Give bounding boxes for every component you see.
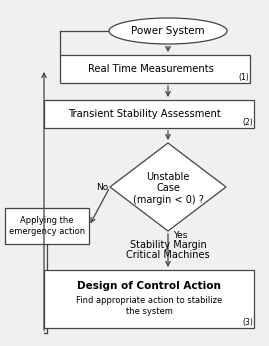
Text: (3): (3) (242, 318, 253, 327)
Text: Power System: Power System (131, 26, 205, 36)
Text: Yes: Yes (173, 230, 187, 239)
FancyBboxPatch shape (44, 270, 254, 328)
Polygon shape (110, 143, 226, 231)
Text: No: No (96, 182, 108, 191)
Text: Find appropriate action to stabilize
the system: Find appropriate action to stabilize the… (76, 296, 222, 316)
Text: Critical Machines: Critical Machines (126, 250, 210, 260)
Ellipse shape (109, 18, 227, 44)
Text: (2): (2) (242, 118, 253, 127)
Text: Stability Margin: Stability Margin (130, 240, 206, 250)
Text: Transient Stability Assessment: Transient Stability Assessment (68, 109, 220, 119)
Text: Case: Case (156, 183, 180, 193)
FancyBboxPatch shape (5, 208, 89, 244)
Text: (1): (1) (238, 73, 249, 82)
FancyBboxPatch shape (60, 55, 250, 83)
Text: Real Time Measurements: Real Time Measurements (88, 64, 214, 74)
Text: Unstable: Unstable (146, 172, 190, 182)
Text: Design of Control Action: Design of Control Action (77, 281, 221, 291)
Text: Applying the
emergency action: Applying the emergency action (9, 216, 85, 236)
FancyBboxPatch shape (44, 100, 254, 128)
Text: (margin < 0) ?: (margin < 0) ? (133, 195, 203, 205)
